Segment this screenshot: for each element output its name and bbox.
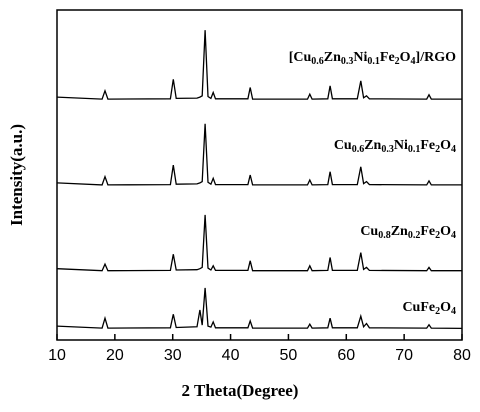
series-label: Cu0.6Zn0.3Ni0.1Fe2O4: [334, 138, 456, 155]
xrd-trace: [56, 123, 462, 186]
x-tick-label: 60: [337, 347, 355, 364]
plot-frame: [56, 9, 463, 341]
x-tick-label: 50: [280, 347, 298, 364]
x-tick-label: 20: [106, 347, 124, 364]
x-tick-label: 10: [48, 347, 66, 364]
x-tick-label: 30: [164, 347, 182, 364]
x-tick-label: 70: [395, 347, 413, 364]
xrd-trace: [56, 30, 462, 100]
x-tick-label: 40: [222, 347, 240, 364]
series-label: [Cu0.6Zn0.3Ni0.1Fe2O4]/RGO: [289, 50, 456, 67]
x-axis-label: 2 Theta(Degree): [182, 381, 299, 400]
series-label: CuFe2O4: [402, 300, 456, 317]
x-tick-label: 80: [453, 347, 471, 364]
series-label: Cu0.8Zn0.2Fe2O4: [360, 224, 456, 241]
y-axis-label: Intensity(a.u.): [7, 124, 26, 226]
xrd-trace: [56, 214, 462, 272]
xrd-trace: [56, 287, 463, 330]
